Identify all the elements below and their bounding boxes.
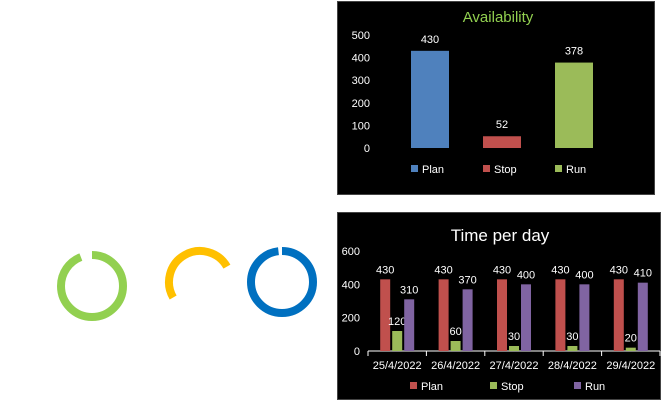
avail-legend-swatch	[483, 165, 490, 172]
time-per-day-title: Time per day	[451, 226, 550, 245]
time-data-label: 430	[376, 264, 394, 276]
availability-chart-svg: Availability 0 100 200 300 400 500 430 Plan 52 St…	[352, 9, 593, 176]
time-data-label: 120	[388, 316, 406, 328]
time-bar-run	[579, 284, 590, 351]
time-bar-stop	[567, 346, 578, 351]
avail-bar-run	[555, 62, 593, 148]
time-bar-run	[462, 289, 473, 351]
time-data-label: 370	[458, 274, 476, 286]
time-data-label: 430	[551, 264, 569, 276]
time-data-label: 430	[610, 264, 628, 276]
time-legend-label: Stop	[501, 381, 524, 393]
time-ytick-label: 400	[342, 279, 360, 291]
time-bar-stop	[625, 347, 636, 351]
avail-ytick-label: 0	[364, 143, 370, 155]
gauge-rings	[57, 247, 317, 321]
avail-data-label: 378	[565, 46, 583, 58]
time-bar-run	[404, 299, 415, 351]
time-data-label: 430	[434, 264, 452, 276]
avail-legend-swatch	[411, 165, 418, 172]
gauge-ring-2	[165, 247, 235, 317]
availability-title: Availability	[463, 9, 534, 26]
time-data-label: 400	[575, 269, 593, 281]
time-legend-swatch	[410, 382, 417, 389]
avail-data-label: 52	[496, 119, 508, 131]
time-legend-label: Plan	[421, 381, 443, 393]
time-bar-run	[521, 284, 531, 351]
avail-ytick-label: 100	[352, 120, 370, 132]
avail-ytick-label: 500	[352, 30, 370, 42]
time-data-label: 410	[634, 268, 652, 280]
time-per-day-chart-svg: Time per day 0 200 400 600 25/4/2022 430 120 31…	[342, 226, 661, 393]
time-bar-stop	[450, 341, 461, 351]
time-data-label: 430	[493, 264, 511, 276]
time-data-label: 30	[566, 331, 578, 343]
time-data-label: 400	[517, 269, 535, 281]
avail-ytick-label: 400	[352, 53, 370, 65]
avail-legend-label: Stop	[494, 164, 517, 176]
time-ytick-label: 200	[342, 313, 360, 325]
time-ytick-label: 0	[354, 346, 360, 358]
time-data-label: 20	[625, 333, 637, 345]
time-legend-label: Run	[585, 381, 605, 393]
time-xtick-label: 28/4/2022	[548, 360, 597, 372]
time-bar-run	[637, 282, 648, 351]
time-per-day-chart: Time per day 0 200 400 600 25/4/2022 430 120 31…	[337, 212, 661, 400]
time-data-label: 310	[400, 284, 418, 296]
avail-bar-plan	[411, 50, 449, 148]
time-data-label: 30	[508, 331, 520, 343]
avail-legend-label: Run	[566, 164, 586, 176]
time-data-label: 60	[449, 326, 461, 338]
time-ytick-label: 600	[342, 246, 360, 258]
avail-legend-swatch	[555, 165, 562, 172]
time-bar-plan	[555, 279, 566, 351]
time-bar-plan	[497, 279, 507, 351]
gauge-ring-1	[57, 251, 127, 321]
availability-chart: Availability 0 100 200 300 400 500 430 Plan 52 St…	[337, 1, 655, 195]
time-bar-plan	[613, 279, 624, 351]
time-bar-stop	[392, 331, 403, 351]
time-legend-swatch	[574, 382, 581, 389]
time-bar-plan	[380, 279, 391, 351]
time-xtick-label: 26/4/2022	[431, 360, 480, 372]
gauge-ring-3	[247, 247, 317, 317]
time-xtick-label: 29/4/2022	[606, 360, 655, 372]
time-bar-stop	[509, 346, 519, 351]
avail-ytick-label: 200	[352, 98, 370, 110]
time-legend-swatch	[490, 382, 497, 389]
time-xtick-label: 25/4/2022	[373, 360, 422, 372]
avail-ytick-label: 300	[352, 75, 370, 87]
avail-bar-stop	[483, 136, 521, 148]
time-xtick-label: 27/4/2022	[490, 360, 539, 372]
avail-legend-label: Plan	[422, 164, 444, 176]
avail-data-label: 430	[421, 34, 439, 46]
time-bar-plan	[438, 279, 449, 351]
